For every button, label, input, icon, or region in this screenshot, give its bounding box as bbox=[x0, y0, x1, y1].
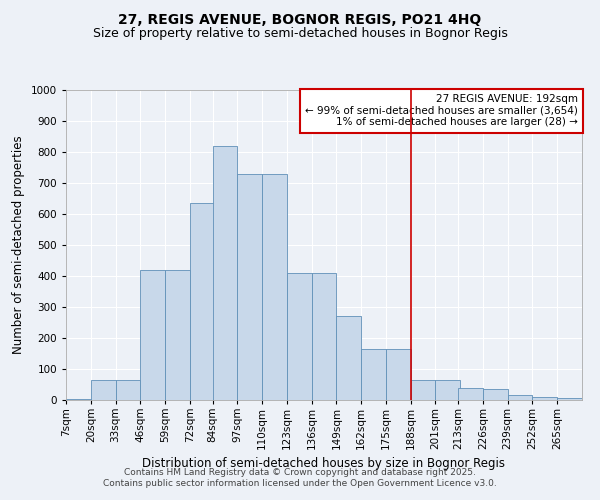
Bar bbox=[238, 174, 262, 400]
Text: Contains HM Land Registry data © Crown copyright and database right 2025.
Contai: Contains HM Land Registry data © Crown c… bbox=[103, 468, 497, 487]
Bar bbox=[287, 273, 311, 400]
Y-axis label: Number of semi-detached properties: Number of semi-detached properties bbox=[12, 136, 25, 354]
Bar bbox=[532, 397, 557, 400]
Bar bbox=[311, 273, 337, 400]
Bar bbox=[410, 380, 436, 400]
Text: 27, REGIS AVENUE, BOGNOR REGIS, PO21 4HQ: 27, REGIS AVENUE, BOGNOR REGIS, PO21 4HQ bbox=[118, 12, 482, 26]
Bar bbox=[140, 270, 165, 400]
Bar bbox=[436, 380, 460, 400]
Bar bbox=[165, 270, 190, 400]
Bar bbox=[91, 380, 116, 400]
Bar bbox=[262, 174, 287, 400]
Text: Size of property relative to semi-detached houses in Bognor Regis: Size of property relative to semi-detach… bbox=[92, 28, 508, 40]
Bar bbox=[337, 316, 361, 400]
X-axis label: Distribution of semi-detached houses by size in Bognor Regis: Distribution of semi-detached houses by … bbox=[143, 458, 505, 470]
Bar bbox=[190, 203, 215, 400]
Bar bbox=[508, 396, 532, 400]
Bar bbox=[212, 146, 238, 400]
Bar bbox=[66, 399, 91, 400]
Text: 27 REGIS AVENUE: 192sqm
← 99% of semi-detached houses are smaller (3,654)
1% of : 27 REGIS AVENUE: 192sqm ← 99% of semi-de… bbox=[305, 94, 578, 128]
Bar bbox=[361, 349, 386, 400]
Bar bbox=[386, 349, 410, 400]
Bar bbox=[458, 388, 483, 400]
Bar bbox=[557, 398, 582, 400]
Bar bbox=[483, 389, 508, 400]
Bar bbox=[116, 380, 140, 400]
